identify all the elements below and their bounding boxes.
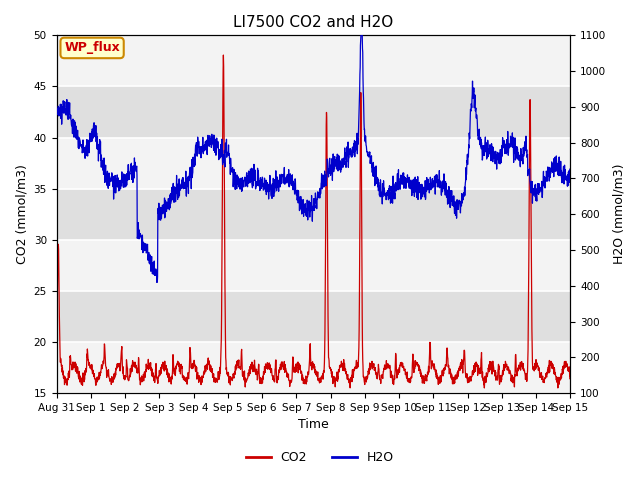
Text: WP_flux: WP_flux — [64, 41, 120, 54]
Bar — [56, 291, 570, 342]
X-axis label: Time: Time — [298, 419, 329, 432]
Bar — [56, 240, 570, 291]
Y-axis label: H2O (mmol/m3): H2O (mmol/m3) — [612, 164, 625, 264]
Bar — [56, 36, 570, 86]
Bar — [56, 138, 570, 189]
Y-axis label: CO2 (mmol/m3): CO2 (mmol/m3) — [15, 164, 28, 264]
Legend: CO2, H2O: CO2, H2O — [241, 446, 399, 469]
Title: LI7500 CO2 and H2O: LI7500 CO2 and H2O — [234, 15, 394, 30]
Bar — [56, 86, 570, 138]
Bar — [56, 342, 570, 393]
Bar — [56, 189, 570, 240]
